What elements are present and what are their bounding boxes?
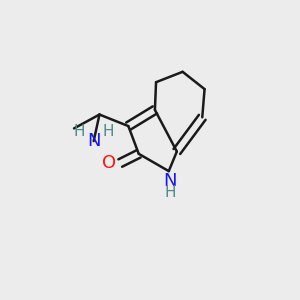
Text: N: N	[163, 172, 177, 190]
Text: N: N	[87, 132, 101, 150]
Text: H: H	[164, 185, 176, 200]
Text: H: H	[74, 124, 85, 139]
Text: H: H	[102, 124, 114, 139]
Text: O: O	[102, 154, 116, 172]
